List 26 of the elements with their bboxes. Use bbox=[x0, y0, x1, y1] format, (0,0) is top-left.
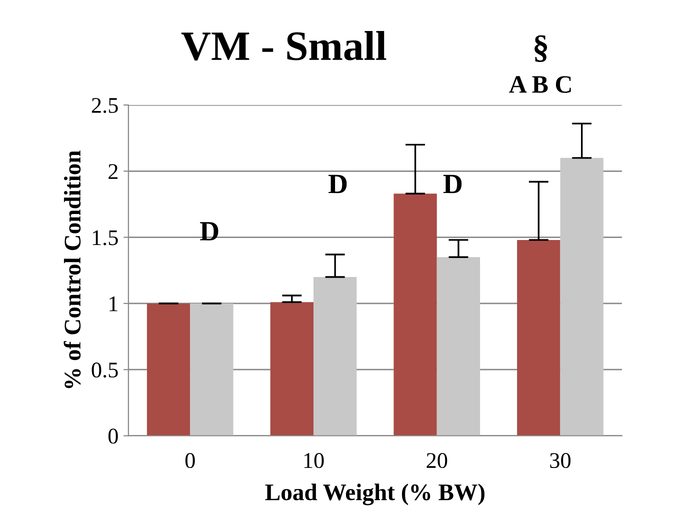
x-tick-label: 20 bbox=[426, 453, 448, 468]
bar bbox=[560, 158, 604, 436]
chart-title: VM - Small bbox=[181, 30, 386, 61]
y-tick-label: 1 bbox=[110, 296, 118, 312]
y-tick-label: 0 bbox=[108, 428, 118, 444]
bar bbox=[313, 276, 357, 436]
bar bbox=[394, 194, 437, 436]
bar bbox=[436, 257, 480, 436]
bar bbox=[190, 303, 234, 436]
annotation: D bbox=[443, 174, 462, 194]
y-tick-label: 2 bbox=[108, 164, 118, 179]
y-axis-title: % of Control Condition bbox=[64, 150, 81, 388]
annotation: D bbox=[200, 222, 218, 240]
text: A B C bbox=[509, 76, 571, 93]
y-tick-label: 0.5 bbox=[92, 362, 118, 378]
y-tick-label: 2.5 bbox=[92, 98, 118, 114]
x-tick-label: 0 bbox=[185, 453, 195, 468]
y-tick-label: 1.5 bbox=[92, 230, 118, 246]
x-axis-title: Load Weight (% BW) bbox=[265, 484, 484, 506]
bar bbox=[517, 240, 560, 436]
text: § bbox=[534, 35, 548, 62]
x-tick-label: 10 bbox=[304, 453, 324, 468]
x-tick-label: 30 bbox=[550, 453, 570, 468]
bar bbox=[146, 303, 190, 436]
annotation: D bbox=[328, 174, 347, 194]
bar bbox=[270, 302, 314, 436]
